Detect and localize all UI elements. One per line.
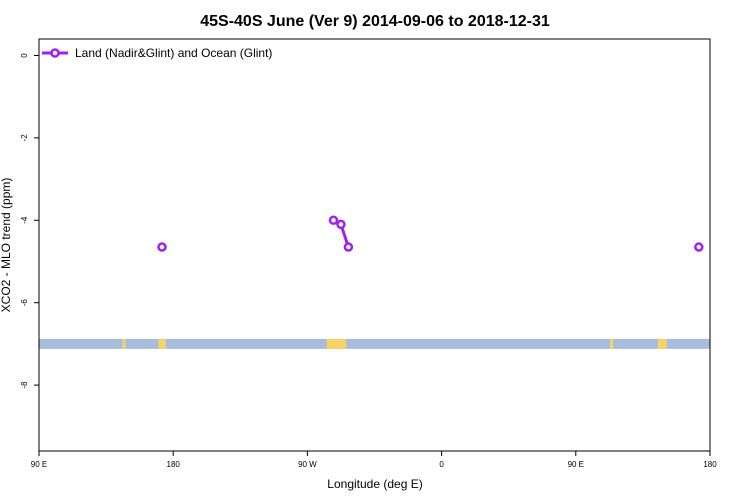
land-patch [158,338,166,349]
chart-title: 45S-40S June (Ver 9) 2014-09-06 to 2018-… [200,13,550,30]
x-tick-label: 90 W [298,460,317,469]
land-patch [610,338,614,349]
series-layer [157,215,704,252]
y-axis: 0 -2 -4 -6 -8 [20,53,39,389]
legend-swatch-marker [50,48,60,58]
x-tick-label: 90 E [31,460,47,469]
y-tick-label: -6 [20,299,29,307]
ocean-band [39,338,710,349]
legend-label: Land (Nadir&Glint) and Ocean (Glint) [75,46,272,60]
legend: Land (Nadir&Glint) and Ocean (Glint) [42,46,272,60]
plot-area [38,38,711,452]
data-point [157,242,167,252]
x-axis-label: Longitude (deg E) [327,477,422,491]
x-tick-label: 90 E [568,460,584,469]
x-tick-label: 0 [439,460,444,469]
y-axis-label: XCO2 - MLO trend (ppm) [0,178,13,313]
x-axis: 90 E 180 90 W 0 90 E 180 [31,451,717,469]
land-patch [122,338,126,349]
land-patch [657,338,667,349]
data-point [336,219,346,230]
data-point [694,242,704,252]
x-tick-label: 180 [703,460,717,469]
land-patch [326,338,347,349]
map-strip [39,338,710,349]
data-point [343,242,354,252]
y-tick-label: -8 [20,381,29,389]
y-tick-label: -4 [20,216,29,224]
y-tick-label: 0 [20,53,29,58]
x-tick-label: 180 [167,460,181,469]
y-tick-label: -2 [20,134,29,142]
data-point [328,215,339,226]
